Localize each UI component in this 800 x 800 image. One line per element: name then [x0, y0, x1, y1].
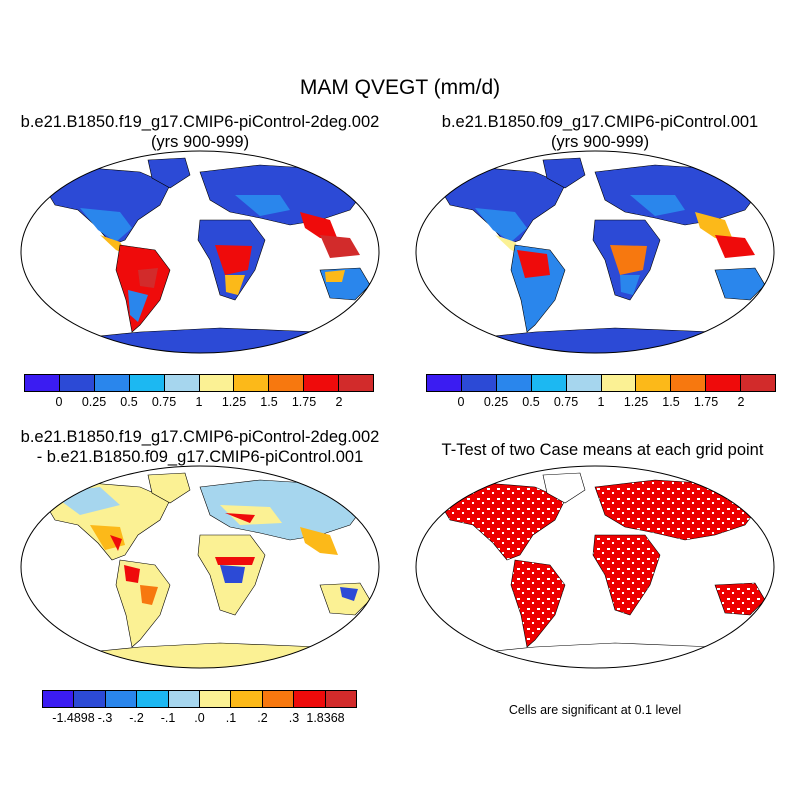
colorbar-tick-label: -.2	[129, 711, 144, 725]
colorbar-swatch	[671, 375, 707, 391]
colorbar-tick-label: 1.25	[221, 395, 247, 409]
colorbar-swatch	[427, 375, 462, 391]
colorbar-swatch	[325, 691, 357, 707]
colorbar-tick-label: 0	[55, 395, 63, 409]
panel4-title-line1: T-Test of two Case means at each grid po…	[441, 441, 764, 459]
colorbar-tick-label: 1.75	[693, 395, 719, 409]
significance-note: Cells are significant at 0.1 level	[508, 703, 682, 717]
colorbar-swatch	[461, 375, 497, 391]
colorbar-tick-label: 1.8368	[306, 711, 345, 725]
panel3-title-line1: b.e21.B1850.f19_g17.CMIP6-piControl-2deg…	[20, 428, 380, 446]
panel2-title-line1: b.e21.B1850.f09_g17.CMIP6-piControl.001	[441, 113, 759, 131]
panel1-title-line2: (yrs 900-999)	[150, 133, 250, 151]
colorbar-swatch	[234, 375, 270, 391]
colorbar-swatch	[25, 375, 60, 391]
colorbar-swatch	[168, 691, 201, 707]
colorbar-swatch	[164, 375, 200, 391]
panel1-title: b.e21.B1850.f19_g17.CMIP6-piControl-2deg…	[0, 112, 400, 152]
colorbar-swatch	[74, 691, 106, 707]
colorbar-tick-label: .2	[257, 711, 268, 725]
main-title: MAM QVEGT (mm/d)	[299, 76, 501, 99]
colorbar-tick-label: 1	[195, 395, 203, 409]
colorbar-swatch	[262, 691, 295, 707]
colorbar-swatch	[294, 691, 326, 707]
colorbar-case2	[426, 374, 776, 392]
colorbar-tick-label: 1.5	[260, 395, 278, 409]
colorbar-difference	[42, 690, 357, 708]
colorbar-swatch	[496, 375, 532, 391]
colorbar-tick-label: 0.5	[120, 395, 138, 409]
colorbar-swatch	[601, 375, 637, 391]
colorbar-tick-label: 1	[597, 395, 605, 409]
panel1-title-line1: b.e21.B1850.f19_g17.CMIP6-piControl-2deg…	[20, 113, 380, 131]
colorbar-swatch	[706, 375, 742, 391]
colorbar-case1	[24, 374, 374, 392]
colorbar-tick-label: 1.5	[662, 395, 680, 409]
panel2-title-line2: (yrs 900-999)	[550, 133, 650, 151]
panel3-title-line2: - b.e21.B1850.f09_g17.CMIP6-piControl.00…	[36, 448, 364, 466]
map-difference	[20, 465, 380, 669]
colorbar-swatch	[636, 375, 672, 391]
colorbar-tick-label: 1.25	[623, 395, 649, 409]
colorbar-tick-label: 0.75	[151, 395, 177, 409]
colorbar-tick-label: -1.4898	[52, 711, 95, 725]
panel2-title: b.e21.B1850.f09_g17.CMIP6-piControl.001 …	[400, 112, 800, 152]
colorbar-swatch	[304, 375, 340, 391]
colorbar-swatch	[105, 691, 138, 707]
colorbar-swatch	[741, 375, 776, 391]
map-case1-land	[39, 157, 371, 353]
colorbar-tick-label: .3	[288, 711, 300, 725]
colorbar-swatch	[43, 691, 75, 707]
colorbar-swatch	[137, 691, 169, 707]
map-ttest	[415, 465, 775, 669]
colorbar-tick-label: 0.75	[553, 395, 579, 409]
colorbar-tick-label: 0.5	[522, 395, 540, 409]
panel3-title: b.e21.B1850.f19_g17.CMIP6-piControl-2deg…	[0, 427, 400, 467]
colorbar-tick-label: 2	[737, 395, 745, 409]
colorbar-swatch	[566, 375, 602, 391]
colorbar-tick-label: -.3	[97, 711, 113, 725]
colorbar-swatch	[94, 375, 130, 391]
colorbar-tick-label: 2	[335, 395, 343, 409]
colorbar-swatch	[269, 375, 305, 391]
colorbar-tick-label: -.1	[160, 711, 176, 725]
colorbar-tick-label: .1	[225, 711, 237, 725]
panel4-title: T-Test of two Case means at each grid po…	[405, 440, 800, 460]
map-case2	[415, 150, 775, 354]
colorbar-tick-label: 0	[457, 395, 465, 409]
colorbar-tick-label: 0.25	[81, 395, 107, 409]
colorbar-tick-label: .0	[194, 711, 205, 725]
map-case2-land	[434, 157, 766, 353]
colorbar-swatch	[199, 375, 235, 391]
colorbar-tick-label: 1.75	[291, 395, 317, 409]
colorbar-swatch	[339, 375, 374, 391]
colorbar-swatch	[129, 375, 165, 391]
colorbar-swatch	[231, 691, 263, 707]
colorbar-tick-label: 0.25	[483, 395, 509, 409]
map-case1	[20, 150, 380, 354]
colorbar-swatch	[200, 691, 232, 707]
colorbar-swatch	[531, 375, 567, 391]
colorbar-swatch	[59, 375, 95, 391]
